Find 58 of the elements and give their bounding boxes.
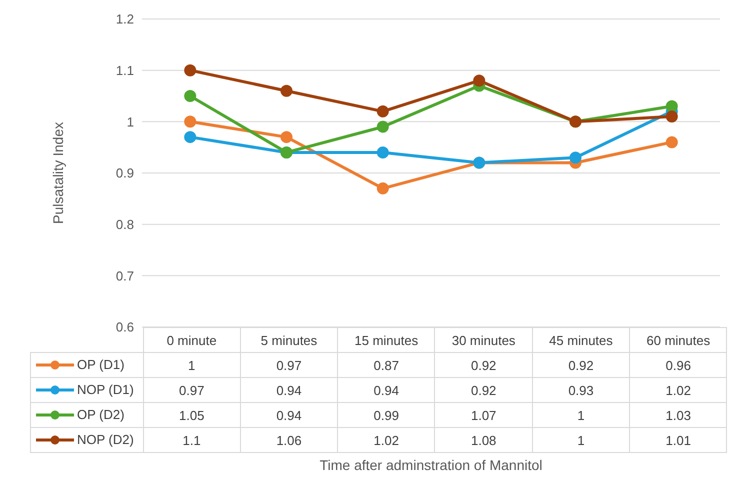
data-label: 1.02 — [338, 428, 435, 452]
data-label: 1.03 — [630, 402, 727, 428]
data-label: 1.01 — [630, 428, 727, 452]
data-label: 0.94 — [240, 378, 338, 402]
point — [280, 131, 292, 144]
y-tick-label: 1.2 — [116, 12, 134, 27]
point — [666, 110, 678, 123]
data-label: 1.05 — [143, 402, 240, 428]
data-label: 0.92 — [434, 378, 532, 402]
text: Time after adminstration of Mannitol — [318, 457, 544, 473]
data-label: 0.93 — [532, 378, 630, 402]
data-label: 0.97 — [143, 378, 240, 402]
point — [376, 120, 389, 133]
point — [376, 105, 389, 118]
legend-label: OP (D1) — [76, 357, 124, 372]
point — [184, 90, 196, 102]
x-tick-label: 15 minutes — [338, 328, 435, 352]
x-tick-label: 5 minutes — [240, 328, 338, 352]
y-tick-label: 1 — [126, 114, 134, 130]
point — [666, 100, 678, 112]
point — [376, 146, 389, 158]
data-label: 0.94 — [338, 378, 435, 402]
data-label: 0.96 — [630, 352, 727, 378]
data-label: 1.07 — [434, 402, 532, 428]
data-label: 0.99 — [338, 402, 435, 428]
x-tick-label: 30 minutes — [434, 328, 532, 352]
data-label: 1 — [532, 428, 630, 452]
data-label: 0.94 — [240, 402, 338, 428]
data-label: 1.1 — [143, 428, 240, 452]
legend-label: NOP (D2) — [76, 432, 134, 448]
legend-label: NOP (D1) — [76, 382, 134, 398]
point — [376, 182, 389, 194]
point — [184, 131, 196, 144]
y-tick-label: 0.8 — [116, 216, 134, 232]
data-label: 0.92 — [532, 352, 630, 378]
point — [184, 64, 196, 76]
y-tick-label: 0.7 — [116, 268, 134, 284]
point — [184, 116, 196, 128]
x-tick-label: 45 minutes — [532, 328, 630, 352]
point — [570, 152, 582, 164]
data-label: 1 — [532, 402, 630, 428]
y-tick-label: 0.6 — [116, 320, 134, 335]
x-tick-label: 60 minutes — [630, 328, 727, 352]
legend-label: OP (D2) — [76, 407, 124, 422]
x-tick-label: 0 minute — [143, 328, 240, 352]
point — [473, 74, 486, 87]
data-label: 1 — [143, 352, 240, 378]
data-label: 0.92 — [434, 352, 532, 378]
point — [666, 136, 678, 148]
data-label: 1.02 — [630, 378, 727, 402]
data-label: 0.87 — [338, 352, 435, 378]
y-axis-title: Pulsatality Index — [50, 122, 66, 224]
data-label: 1.08 — [434, 428, 532, 452]
y-tick-label: 1.1 — [116, 62, 134, 78]
data-label: 1.06 — [240, 428, 338, 452]
point — [280, 84, 292, 97]
y-tick-label: 0.9 — [116, 166, 134, 181]
data-label: 0.97 — [240, 352, 338, 378]
